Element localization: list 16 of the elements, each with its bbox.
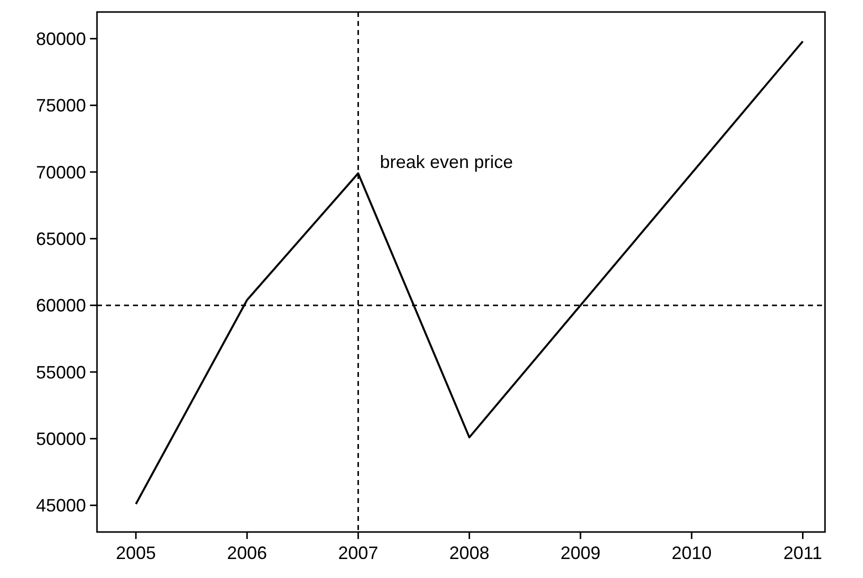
y-tick-label: 55000 [36,362,86,382]
y-tick-label: 70000 [36,162,86,182]
y-tick-label: 75000 [36,96,86,116]
x-tick-label: 2010 [672,543,712,563]
x-tick-label: 2007 [338,543,378,563]
y-tick-label: 65000 [36,228,86,249]
x-tick-label: 2005 [116,543,156,563]
x-tick-label: 2008 [449,543,490,563]
y-tick-label: 60000 [36,296,86,316]
annotation: break even price [380,152,513,172]
x-tick-label: 2006 [227,543,268,563]
x-tick-label: 2011 [783,543,822,563]
x-tick-label: 2009 [560,543,601,563]
y-tick-label: 45000 [36,496,86,516]
y-tick-label: 50000 [36,428,86,449]
y-tick-label: 80000 [36,28,86,49]
